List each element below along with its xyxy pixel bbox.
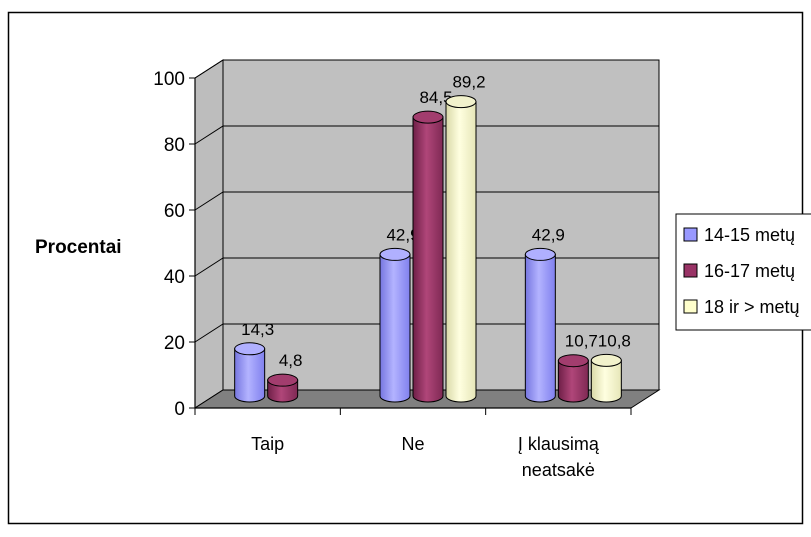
bar-cylinder bbox=[445, 101, 477, 403]
legend-swatch bbox=[683, 299, 698, 314]
y-axis-label: Procentai bbox=[35, 237, 122, 258]
x-tick-label: Taip bbox=[251, 434, 284, 454]
legend-label: 16-17 metų bbox=[704, 261, 795, 281]
gridline bbox=[194, 191, 659, 211]
gridline bbox=[194, 125, 659, 145]
y-tick-label: 40 bbox=[164, 267, 185, 288]
bar-cylinder bbox=[412, 116, 444, 403]
legend-box bbox=[675, 213, 811, 331]
gridline bbox=[194, 323, 659, 343]
bar-cap bbox=[557, 354, 589, 368]
bar-cap bbox=[412, 110, 444, 124]
y-tick-label: 80 bbox=[164, 135, 185, 156]
legend-label: 18 ir > metų bbox=[704, 297, 800, 317]
data-label: 84,5 bbox=[419, 88, 452, 107]
bar-cylinder bbox=[234, 348, 266, 403]
legend-swatch bbox=[683, 227, 698, 242]
y-tick-label: 0 bbox=[174, 399, 185, 420]
bar-cap bbox=[445, 95, 477, 109]
y-tick-label: 100 bbox=[153, 69, 185, 90]
bar-cap bbox=[379, 247, 411, 261]
legend: 14-15 metų 16-17 metų 18 ir > metų bbox=[675, 213, 811, 331]
bar-cap bbox=[234, 342, 266, 356]
bar-cap bbox=[267, 373, 299, 387]
plot-side-wall bbox=[194, 59, 224, 409]
bar-cylinder bbox=[557, 360, 589, 403]
bar-cap bbox=[590, 353, 622, 367]
y-tick-label: 60 bbox=[164, 201, 185, 222]
y-tick-label: 20 bbox=[164, 333, 185, 354]
data-label: 42,9 bbox=[386, 225, 419, 244]
gridline bbox=[194, 257, 659, 277]
data-label: 4,8 bbox=[279, 351, 303, 370]
legend-swatch bbox=[683, 263, 698, 278]
bar-cylinder bbox=[379, 253, 411, 403]
x-tick-label: Į klausimą neatsakė bbox=[518, 434, 600, 480]
gridline bbox=[194, 59, 659, 79]
data-label: 89,2 bbox=[452, 73, 485, 92]
data-label: 10,7 bbox=[565, 332, 598, 351]
data-label: 14,3 bbox=[241, 320, 274, 339]
x-tick-label: Ne bbox=[401, 434, 424, 454]
bar-cylinder bbox=[590, 359, 622, 403]
data-label: 42,9 bbox=[532, 225, 565, 244]
bar-cap bbox=[524, 247, 556, 261]
data-label: 10,8 bbox=[598, 331, 631, 350]
legend-label: 14-15 metų bbox=[704, 225, 795, 245]
bar-cylinder bbox=[524, 253, 556, 403]
